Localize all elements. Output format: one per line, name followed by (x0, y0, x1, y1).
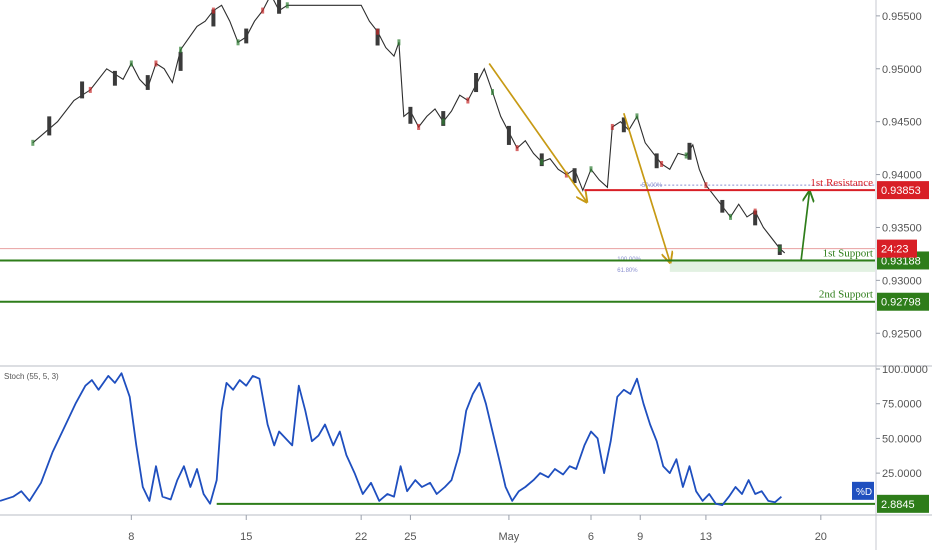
candle (778, 245, 782, 252)
candle (88, 86, 92, 93)
candle (47, 116, 52, 136)
fib-label: 50.00% (642, 183, 663, 189)
candle (179, 46, 183, 53)
candle (441, 111, 446, 126)
candle (441, 118, 445, 125)
candle (211, 7, 215, 14)
candle (564, 171, 568, 178)
candle (236, 39, 240, 46)
stoch-value: 2.8845 (881, 499, 915, 511)
candle (589, 166, 593, 173)
price-tick-label: 0.95000 (882, 64, 922, 76)
candle (244, 28, 249, 44)
series-tag (852, 481, 874, 500)
time-tick-label: 8 (128, 531, 134, 543)
fib-zone (669, 259, 875, 272)
price-tick-label: 0.93500 (882, 222, 922, 234)
candle (397, 39, 401, 46)
candle (408, 106, 413, 124)
stoch-pane[interactable]: Stoch (55, 5, 3) 100.0000 75.0000 50.0000 25… (0, 364, 929, 513)
level-label: 1st Support (823, 247, 873, 259)
candle (684, 152, 688, 159)
time-tick-label: 13 (700, 531, 712, 543)
price-tick-label: 0.95500 (882, 11, 922, 23)
price-tick-label: 0.94500 (882, 117, 922, 129)
stoch-tick-label: 25.0000 (882, 468, 922, 480)
level-price-value: 0.93188 (881, 255, 921, 267)
candle (635, 113, 639, 120)
candle (466, 97, 470, 104)
time-axis: 8 15 22 25 May 6 9 13 20 (0, 514, 932, 543)
stoch-tick-label: 50.0000 (882, 433, 922, 445)
time-tick-label: 6 (588, 531, 594, 543)
candle (687, 142, 692, 160)
candle (31, 139, 35, 146)
price-tick-label: 0.93000 (882, 275, 922, 287)
candle (154, 60, 158, 67)
candle (261, 7, 265, 14)
candle (621, 117, 626, 133)
series-tag-label: %D (856, 487, 872, 498)
level-price-tag (877, 292, 929, 311)
candle (112, 70, 117, 86)
time-tick-label: 15 (240, 531, 252, 543)
candle (277, 0, 282, 14)
candle (376, 28, 380, 35)
fib-label: 61.80% (617, 268, 638, 274)
candle (285, 2, 289, 9)
stoch-value-tag (877, 494, 929, 513)
level-label: 1st Resistance (810, 177, 873, 189)
candle (660, 160, 664, 167)
time-tick-label: 25 (404, 531, 416, 543)
candle (80, 81, 85, 99)
candle (178, 51, 183, 71)
price-tick-label: 0.92500 (882, 328, 922, 340)
price-tick-label: 0.94000 (882, 170, 922, 182)
level-price-tag (877, 181, 929, 200)
time-tick-label: 20 (815, 531, 827, 543)
candle (375, 28, 380, 46)
level-price-value: 0.92798 (881, 297, 921, 309)
stoch-d-line (0, 372, 782, 506)
candle (417, 123, 421, 130)
stoch-title: Stoch (55, 5, 3) (4, 372, 59, 381)
time-tick-label: 9 (637, 531, 643, 543)
candle (753, 208, 757, 215)
time-tick-label: 22 (355, 531, 367, 543)
stoch-tick-label: 100.0000 (882, 364, 928, 376)
candle (145, 75, 150, 90)
candle (654, 153, 659, 169)
candle (540, 158, 544, 165)
countdown-value: 24:23 (881, 244, 909, 256)
candle (129, 60, 133, 67)
candle (753, 210, 758, 226)
candle (610, 123, 614, 130)
arrow-annotation[interactable] (488, 62, 586, 201)
candle (490, 89, 494, 96)
level-price-value: 0.93853 (881, 185, 921, 197)
candle (729, 213, 733, 220)
candle (515, 145, 519, 152)
candle (572, 168, 577, 184)
countdown-tag (877, 239, 917, 258)
candle (506, 125, 511, 145)
arrow-annotation[interactable] (800, 193, 809, 261)
candle (704, 182, 708, 189)
candle (720, 199, 725, 213)
level-label: 2nd Support (819, 289, 873, 301)
time-tick-label: May (499, 531, 520, 543)
arrow-annotation[interactable] (623, 112, 670, 261)
candle (474, 73, 479, 93)
candle (211, 9, 216, 27)
stoch-tick-label: 75.0000 (882, 399, 922, 411)
